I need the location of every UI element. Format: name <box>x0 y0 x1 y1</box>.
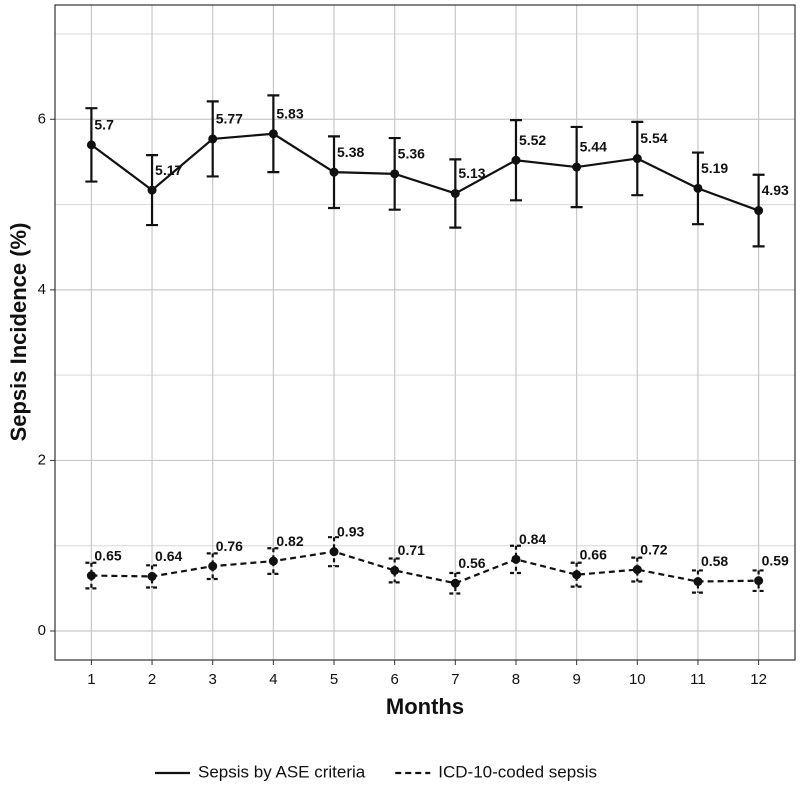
point <box>572 162 582 172</box>
data-label: 0.82 <box>276 533 303 549</box>
point <box>147 185 157 195</box>
error-bar <box>691 569 704 594</box>
point <box>632 154 642 164</box>
y-tick-label: 6 <box>38 110 46 127</box>
point <box>511 554 521 564</box>
point <box>693 577 703 587</box>
error-bar <box>388 557 401 584</box>
point <box>390 565 400 575</box>
data-label: 4.93 <box>762 182 789 198</box>
x-tick-label: 10 <box>629 671 646 688</box>
point <box>268 129 278 139</box>
error-bar <box>631 556 644 583</box>
data-label: 5.44 <box>580 139 607 155</box>
point <box>754 576 764 586</box>
y-tick-label: 0 <box>38 622 46 639</box>
data-label: 0.56 <box>458 555 485 571</box>
data-label: 5.17 <box>155 162 182 178</box>
point <box>390 169 400 179</box>
point <box>450 578 460 588</box>
x-tick-label: 6 <box>391 671 399 688</box>
point <box>329 167 339 177</box>
data-label: 5.77 <box>216 111 243 127</box>
data-label: 0.66 <box>580 546 607 562</box>
data-label: 0.59 <box>762 552 789 568</box>
x-tick-label: 4 <box>269 671 277 688</box>
data-label: 0.64 <box>155 548 182 564</box>
series-line <box>90 132 759 212</box>
x-tick-label: 3 <box>209 671 217 688</box>
point <box>268 556 278 566</box>
y-tick-label: 2 <box>38 451 46 468</box>
point <box>450 188 460 198</box>
data-label: 5.54 <box>640 130 667 146</box>
data-label: 5.19 <box>701 160 728 176</box>
error-bar <box>570 561 583 588</box>
point <box>329 547 339 557</box>
error-bar <box>85 561 98 590</box>
data-label: 0.65 <box>94 547 121 563</box>
data-label: 0.72 <box>640 541 667 557</box>
y-tick-label: 4 <box>38 281 46 298</box>
data-label: 5.52 <box>519 132 546 148</box>
x-tick-label: 1 <box>87 671 95 688</box>
point <box>208 561 218 571</box>
point <box>86 571 96 581</box>
data-label: 5.83 <box>276 105 303 121</box>
point <box>147 571 157 581</box>
data-label: 0.93 <box>337 523 364 539</box>
error-bar <box>267 547 280 575</box>
point <box>572 570 582 580</box>
point <box>632 565 642 575</box>
series-line <box>91 550 759 585</box>
data-label: 5.13 <box>458 165 485 181</box>
x-tick-label: 7 <box>451 671 459 688</box>
x-tick-label: 9 <box>572 671 580 688</box>
data-label: 0.84 <box>519 531 546 547</box>
data-label: 5.38 <box>337 144 364 160</box>
error-bar <box>146 564 159 589</box>
x-tick-label: 5 <box>330 671 338 688</box>
data-label: 5.36 <box>398 146 425 162</box>
data-label: 0.76 <box>216 538 243 554</box>
point <box>208 134 218 144</box>
data-label: 0.71 <box>398 542 425 558</box>
legend-label: Sepsis by ASE criteria <box>198 762 366 781</box>
x-tick-label: 8 <box>512 671 520 688</box>
x-tick-label: 12 <box>750 671 767 688</box>
data-label: 5.7 <box>94 117 114 133</box>
data-label: 0.58 <box>701 553 728 569</box>
point <box>511 155 521 165</box>
plot-border <box>54 4 796 661</box>
error-bar <box>206 552 219 581</box>
x-tick-label: 2 <box>148 671 156 688</box>
error-bar <box>509 544 522 575</box>
x-axis-label: Months <box>386 694 464 719</box>
y-axis-label: Sepsis Incidence (%) <box>6 223 31 442</box>
point <box>693 183 703 193</box>
legend-label: ICD-10-coded sepsis <box>438 762 597 781</box>
x-tick-label: 11 <box>690 671 706 688</box>
point <box>754 206 764 216</box>
point <box>86 140 96 150</box>
